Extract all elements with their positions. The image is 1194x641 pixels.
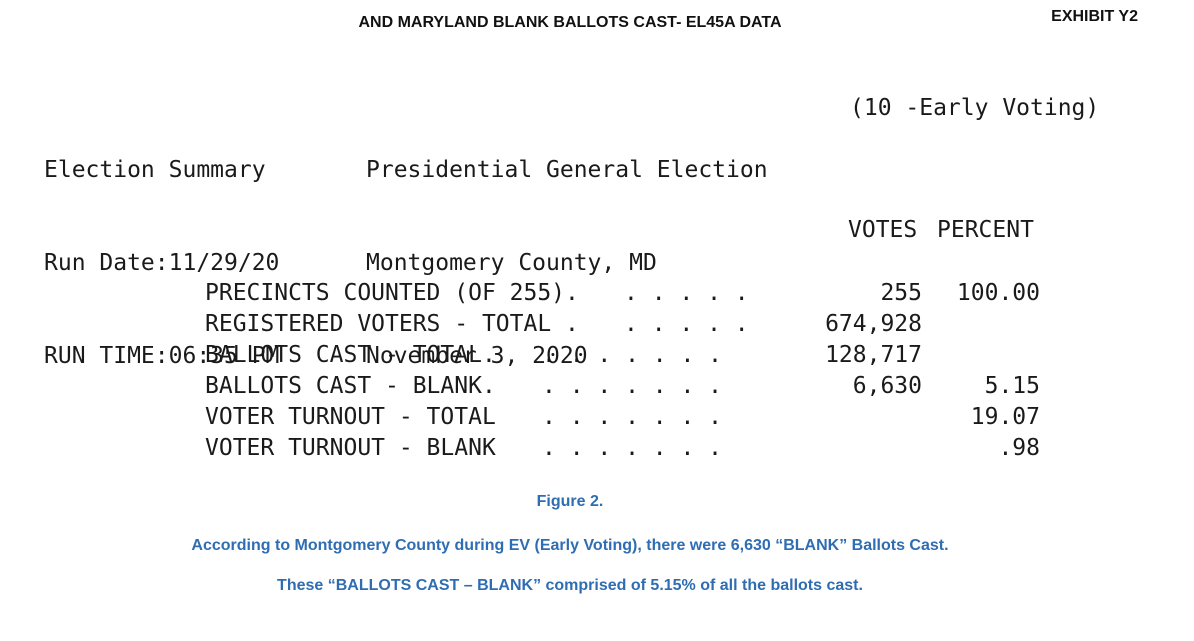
caption-line: These “BALLOTS CAST – BLANK” comprised o…	[277, 577, 863, 594]
row-dots: . . . . .	[624, 280, 749, 306]
caption-line: According to Montgomery County during EV…	[191, 537, 949, 554]
summary-left-line: RUN TIME:06:35 PM	[44, 343, 280, 369]
row-votes: 674,928	[825, 311, 922, 337]
row-dots: . . . . .	[624, 311, 749, 337]
row-percent: 100.00	[956, 280, 1040, 306]
row-label: VOTER TURNOUT - BLANK	[205, 435, 496, 461]
table-row: PRECINCTS COUNTED (OF 255). . . . . . 25…	[0, 278, 1194, 309]
row-dots: . . . . . . .	[542, 435, 723, 461]
summary-mid-line: November 3, 2020	[366, 343, 588, 369]
summary-mid-line: Presidential General Election	[366, 157, 768, 183]
voting-period: (10 -Early Voting)	[850, 95, 1100, 121]
votes-column-header: VOTES	[848, 217, 918, 243]
row-votes: 6,630	[852, 373, 922, 399]
row-percent: 5.15	[984, 373, 1040, 399]
summary-left-line: Run Date:11/29/20	[44, 250, 280, 276]
table-row: REGISTERED VOTERS - TOTAL . . . . . . 67…	[0, 309, 1194, 340]
election-info: Presidential General Election Montgomery…	[366, 93, 768, 403]
document-title: AND MARYLAND BLANK BALLOTS CAST- EL45A D…	[358, 14, 782, 31]
row-label: BALLOTS CAST - BLANK.	[205, 373, 496, 399]
figure-label: Figure 2.	[536, 493, 604, 510]
row-votes: 255	[880, 280, 922, 306]
row-label: BALLOTS CAST - TOTAL.	[205, 342, 496, 368]
row-percent: .98	[998, 435, 1040, 461]
table-row: VOTER TURNOUT - BLANK . . . . . . . .98	[0, 433, 1194, 464]
summary-mid-line: Montgomery County, MD	[366, 250, 657, 276]
row-percent: 19.07	[970, 404, 1040, 430]
row-votes: 128,717	[825, 342, 922, 368]
percent-column-header: PERCENT	[937, 217, 1034, 243]
row-label: REGISTERED VOTERS - TOTAL .	[205, 311, 579, 337]
row-label: PRECINCTS COUNTED (OF 255).	[205, 280, 579, 306]
row-dots: . . . . . . .	[542, 342, 723, 368]
run-info: Election Summary Run Date:11/29/20 RUN T…	[44, 93, 279, 403]
exhibit-label: EXHIBIT Y2	[1051, 8, 1138, 25]
table-row: BALLOTS CAST - BLANK. . . . . . . . 6,63…	[0, 371, 1194, 402]
row-label: VOTER TURNOUT - TOTAL	[205, 404, 496, 430]
summary-left-line: Election Summary	[44, 157, 266, 183]
row-dots: . . . . . . .	[542, 404, 723, 430]
table-row: VOTER TURNOUT - TOTAL . . . . . . . 19.0…	[0, 402, 1194, 433]
table-row: BALLOTS CAST - TOTAL. . . . . . . . 128,…	[0, 340, 1194, 371]
row-dots: . . . . . . .	[542, 373, 723, 399]
